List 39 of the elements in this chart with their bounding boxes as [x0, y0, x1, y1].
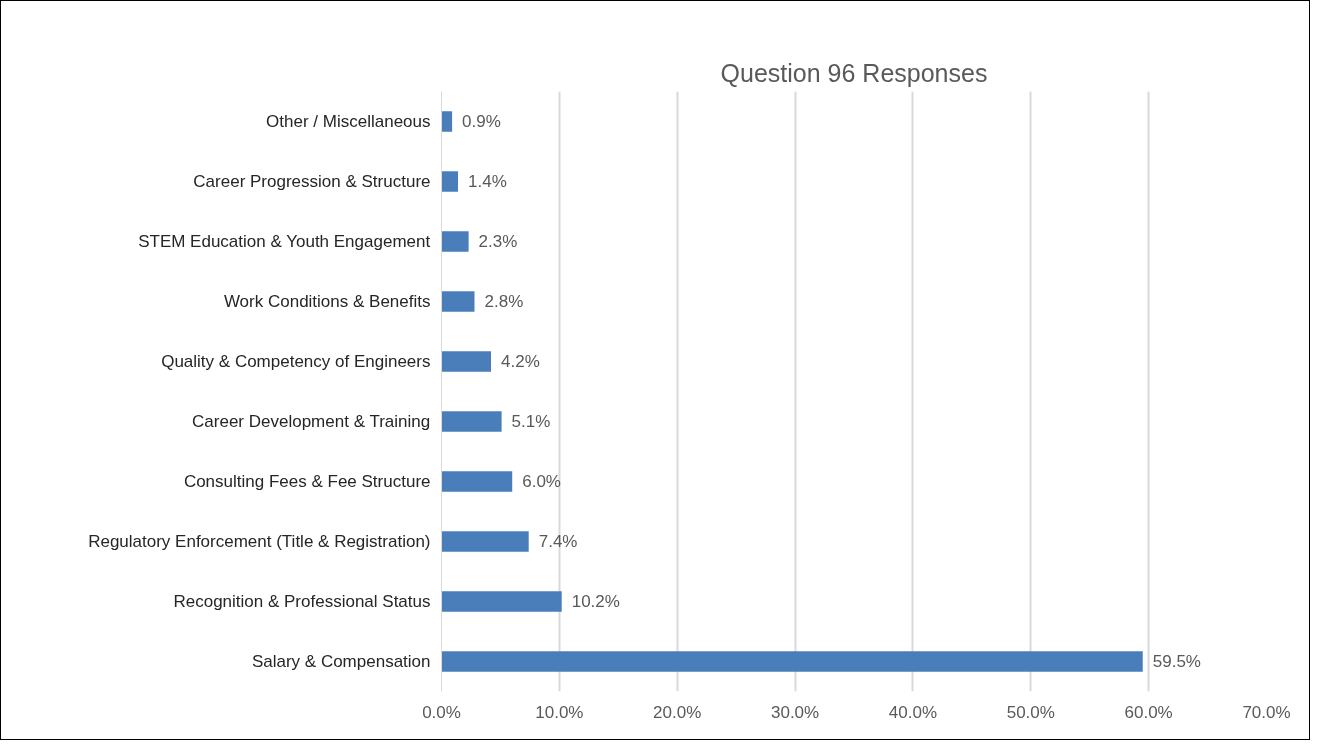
y-tick-label: Career Development & Training — [192, 412, 431, 431]
data-label: 1.4% — [468, 172, 507, 191]
y-tick-label: Work Conditions & Benefits — [223, 292, 431, 311]
y-tick-label: Regulatory Enforcement (Title & Registration) — [88, 532, 431, 551]
data-label: 6.0% — [522, 472, 561, 491]
x-tick-label: 70.0% — [1242, 702, 1291, 722]
bar — [441, 531, 529, 552]
y-tick-label: Consulting Fees & Fee Structure — [183, 472, 431, 491]
bar — [441, 471, 513, 492]
x-tick-label: 10.0% — [535, 702, 584, 722]
y-tick-label: Salary & Compensation — [251, 652, 431, 671]
bar — [441, 171, 458, 192]
bar — [441, 291, 475, 312]
x-tick-label: 0.0% — [422, 702, 461, 722]
y-tick-label: STEM Education & Youth Engagement — [138, 232, 431, 251]
data-label: 10.2% — [571, 592, 620, 611]
data-label: 2.3% — [478, 232, 518, 251]
x-tick-label: 40.0% — [888, 702, 938, 722]
x-tick-label: 60.0% — [1124, 702, 1173, 722]
data-label: 59.5% — [1152, 652, 1201, 671]
bar — [441, 591, 562, 612]
x-tick-label: 30.0% — [770, 702, 820, 722]
data-label: 2.8% — [484, 292, 524, 311]
bar — [441, 411, 502, 432]
bar — [441, 651, 1143, 672]
data-label: 7.4% — [538, 532, 578, 551]
chart-title: Question 96 Responses — [720, 58, 988, 87]
y-tick-label: Recognition & Professional Status — [173, 592, 431, 611]
bar — [441, 351, 491, 372]
y-tick-label: Career Progression & Structure — [193, 172, 431, 191]
bar — [441, 231, 469, 252]
y-tick-label: Quality & Competency of Engineers — [161, 352, 431, 371]
x-tick-label: 20.0% — [653, 702, 702, 722]
bar — [441, 111, 453, 132]
data-label: 0.9% — [462, 112, 501, 131]
y-tick-label: Other / Miscellaneous — [266, 112, 431, 131]
data-label: 5.1% — [511, 412, 551, 431]
x-tick-label: 50.0% — [1006, 702, 1055, 722]
data-label: 4.2% — [501, 352, 540, 371]
